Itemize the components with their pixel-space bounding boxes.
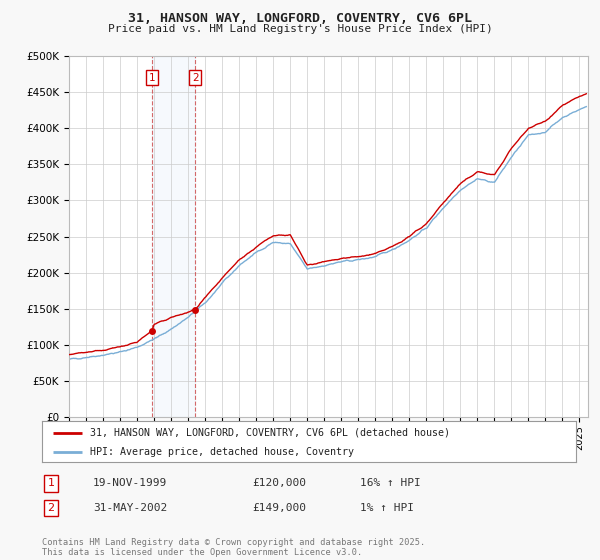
Text: 31-MAY-2002: 31-MAY-2002 (93, 503, 167, 513)
Text: 31, HANSON WAY, LONGFORD, COVENTRY, CV6 6PL: 31, HANSON WAY, LONGFORD, COVENTRY, CV6 … (128, 12, 472, 25)
Text: £149,000: £149,000 (252, 503, 306, 513)
Text: 1% ↑ HPI: 1% ↑ HPI (360, 503, 414, 513)
Text: 1: 1 (149, 73, 155, 83)
Text: HPI: Average price, detached house, Coventry: HPI: Average price, detached house, Cove… (90, 447, 354, 457)
Bar (152, 56, 195, 417)
Text: 2: 2 (47, 503, 55, 513)
Text: 16% ↑ HPI: 16% ↑ HPI (360, 478, 421, 488)
Text: Price paid vs. HM Land Registry's House Price Index (HPI): Price paid vs. HM Land Registry's House … (107, 24, 493, 34)
Text: £120,000: £120,000 (252, 478, 306, 488)
Text: Contains HM Land Registry data © Crown copyright and database right 2025.
This d: Contains HM Land Registry data © Crown c… (42, 538, 425, 557)
Text: 1: 1 (47, 478, 55, 488)
Text: 2: 2 (192, 73, 199, 83)
Text: 19-NOV-1999: 19-NOV-1999 (93, 478, 167, 488)
Text: 31, HANSON WAY, LONGFORD, COVENTRY, CV6 6PL (detached house): 31, HANSON WAY, LONGFORD, COVENTRY, CV6 … (90, 428, 450, 437)
